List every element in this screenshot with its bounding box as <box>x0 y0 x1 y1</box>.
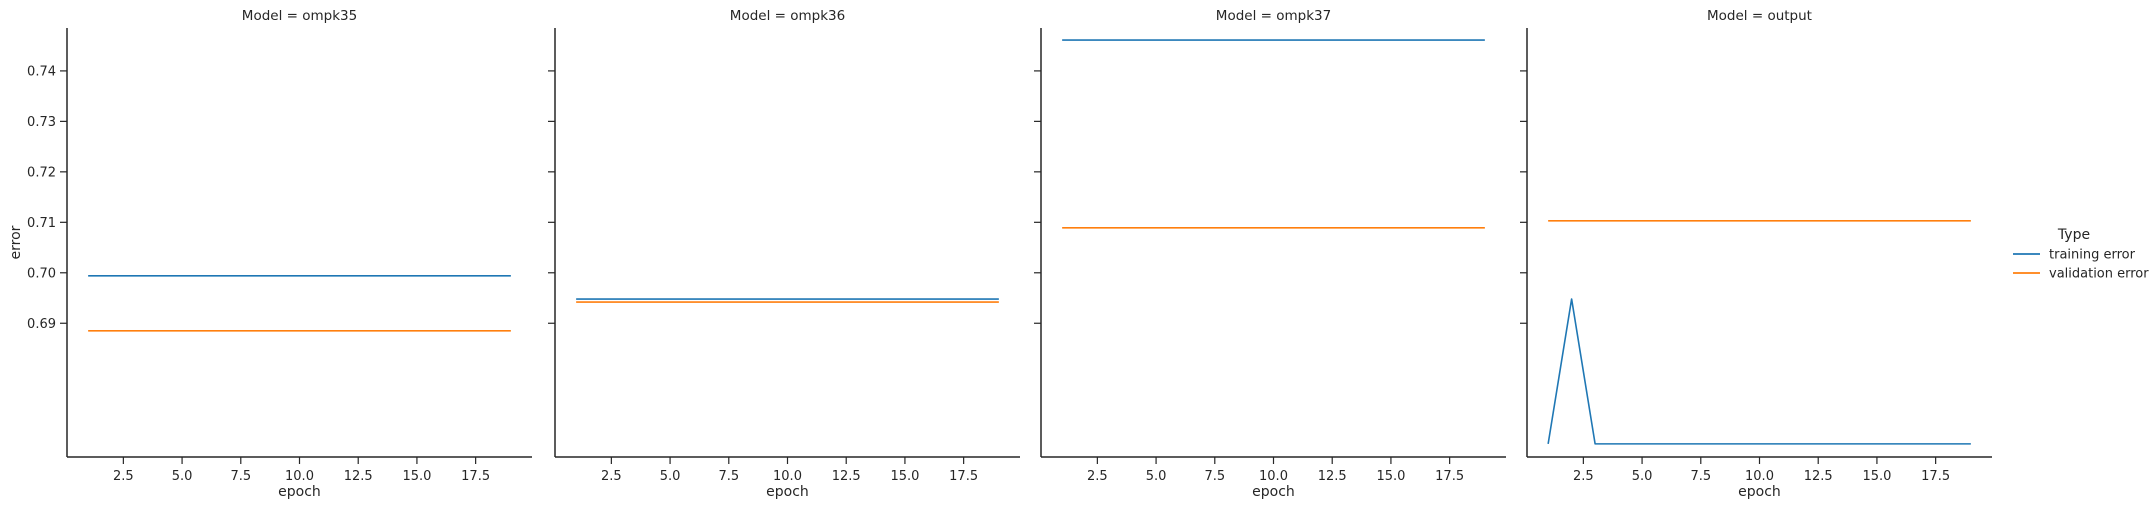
x-tick-label: 15.0 <box>1376 469 1405 484</box>
x-tick-label: 5.0 <box>1146 469 1167 484</box>
y-tick-label: 0.69 <box>27 317 56 332</box>
x-tick-label: 5.0 <box>1632 469 1653 484</box>
x-tick-label: 2.5 <box>1087 469 1108 484</box>
x-tick-label: 17.5 <box>1435 469 1464 484</box>
x-tick-label: 7.5 <box>1690 469 1711 484</box>
y-tick-label: 0.72 <box>27 165 56 180</box>
x-tick-label: 2.5 <box>601 469 622 484</box>
x-tick-label: 12.5 <box>344 469 373 484</box>
x-tick-label: 12.5 <box>1804 469 1833 484</box>
facet-title: Model = ompk36 <box>730 8 845 24</box>
legend-label: validation error <box>2049 267 2149 282</box>
x-axis-title: epoch <box>1738 484 1781 500</box>
y-tick-label: 0.73 <box>27 115 56 130</box>
x-tick-label: 5.0 <box>660 469 681 484</box>
x-tick-label: 15.0 <box>890 469 919 484</box>
y-axis-title: error <box>8 225 24 259</box>
x-tick-label: 10.0 <box>1745 469 1774 484</box>
x-tick-label: 10.0 <box>285 469 314 484</box>
facet-title: Model = ompk37 <box>1216 8 1331 24</box>
x-tick-label: 10.0 <box>1259 469 1288 484</box>
x-axis-title: epoch <box>1252 484 1295 500</box>
x-tick-label: 12.5 <box>832 469 861 484</box>
x-tick-label: 5.0 <box>172 469 193 484</box>
legend-title: Type <box>2057 227 2090 243</box>
facet-title: Model = output <box>1707 8 1812 24</box>
x-tick-label: 7.5 <box>230 469 251 484</box>
legend-label: training error <box>2049 248 2136 263</box>
x-tick-label: 17.5 <box>949 469 978 484</box>
x-tick-label: 2.5 <box>113 469 134 484</box>
x-tick-label: 10.0 <box>773 469 802 484</box>
x-tick-label: 12.5 <box>1318 469 1347 484</box>
y-tick-label: 0.70 <box>27 266 56 281</box>
x-tick-label: 2.5 <box>1573 469 1594 484</box>
x-tick-label: 15.0 <box>402 469 431 484</box>
x-axis-title: epoch <box>278 484 321 500</box>
x-tick-label: 17.5 <box>1921 469 1950 484</box>
x-tick-label: 15.0 <box>1862 469 1891 484</box>
x-tick-label: 17.5 <box>461 469 490 484</box>
y-tick-label: 0.71 <box>27 216 56 231</box>
x-tick-label: 7.5 <box>1204 469 1225 484</box>
y-tick-label: 0.74 <box>27 64 56 79</box>
series-line-training-error <box>1547 298 1971 445</box>
x-axis-title: epoch <box>766 484 809 500</box>
x-tick-label: 7.5 <box>718 469 739 484</box>
facet-title: Model = ompk35 <box>242 8 357 24</box>
